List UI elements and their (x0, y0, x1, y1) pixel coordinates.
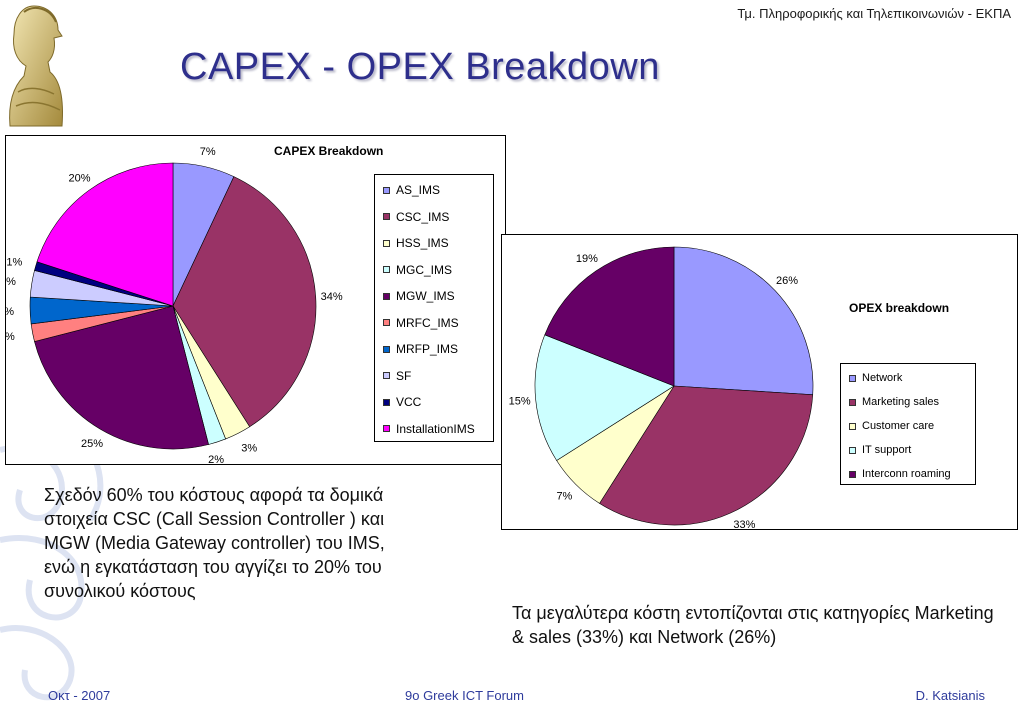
legend-label: Marketing sales (862, 396, 940, 408)
opex-pie: 26% 33% 7% 15% 19% (509, 246, 814, 531)
legend-swatch (849, 374, 856, 382)
opex-legend: Network Marketing sales Customer care IT su… (840, 363, 976, 485)
legend-swatch (383, 266, 390, 273)
legend-label: InstallationIMS (396, 421, 475, 436)
legend-item: VCC (383, 395, 421, 409)
legend-item: CSC_IMS (383, 210, 449, 224)
legend-item: MGC_IMS (383, 263, 452, 277)
legend-label: HSS_IMS (396, 236, 449, 250)
legend-swatch (383, 398, 390, 406)
legend-item: AS_IMS (383, 183, 440, 197)
legend-swatch (383, 425, 390, 432)
slice-label: 7% (556, 491, 572, 503)
slice-label: 2% (6, 331, 15, 343)
legend-label: Network (862, 372, 903, 384)
legend-label: IT support (862, 444, 912, 456)
legend-label: MGC_IMS (396, 262, 453, 277)
legend-label: VCC (396, 395, 422, 409)
slice-csc-ims (172, 176, 317, 428)
slice-label: 1% (6, 257, 22, 269)
legend-swatch (383, 239, 390, 247)
capex-legend: AS_IMS CSC_IMS HSS_IMS MGC_IMS MGW_IMS MRFC_I… (374, 174, 494, 442)
legend-item: MRFC_IMS (383, 316, 459, 330)
opex-chart: 26% 33% 7% 15% 19% OPEX breakdown Network Mar… (501, 234, 1018, 531)
slice-label: 26% (776, 275, 798, 287)
slice-it-support (534, 334, 675, 461)
legend-swatch (383, 345, 390, 353)
legend-label: SF (396, 368, 412, 383)
footer-author: D. Katsianis (915, 688, 985, 703)
slice-interconn-roaming (544, 246, 675, 387)
capex-commentary: Σχεδόν 60% του κόστους αφορά τα δομικά σ… (44, 485, 385, 601)
legend-item: MRFP_IMS (383, 342, 458, 356)
legend-swatch (849, 422, 856, 430)
legend-item: InstallationIMS (383, 422, 475, 436)
slice-label: 7% (200, 146, 216, 158)
slice-marketing-sales (599, 385, 814, 526)
legend-item: Interconn roaming (849, 468, 951, 480)
university-logo (9, 5, 63, 127)
slice-installationims (36, 162, 174, 307)
institution-header: Τμ. Πληροφορικής και Τηλεπικοινωνιών - Ε… (737, 6, 1011, 21)
legend-item: Customer care (849, 420, 934, 432)
slice-network (673, 246, 814, 396)
legend-item: IT support (849, 444, 911, 456)
legend-swatch (849, 446, 856, 454)
slice-mgw-ims (34, 305, 209, 450)
footer-date: Οκτ - 2007 (48, 688, 111, 703)
legend-swatch (849, 398, 856, 406)
legend-label: MGW_IMS (396, 289, 455, 303)
slice-label: 25% (81, 438, 103, 450)
legend-item: SF (383, 369, 411, 383)
legend-swatch (383, 292, 390, 300)
slice-label: 19% (576, 253, 598, 265)
slice-label: 3% (6, 276, 16, 288)
legend-item: Marketing sales (849, 396, 939, 408)
legend-swatch (383, 319, 390, 326)
slice-label: 15% (509, 396, 531, 408)
opex-commentary: Τα μεγαλύτερα κόστη εντοπίζονται στις κα… (512, 603, 994, 647)
capex-chart: 7%34%3%2%25%2%3%3%1%20% CAPEX Breakdown … (5, 135, 506, 466)
legend-label: MRFP_IMS (396, 342, 459, 356)
capex-pie: 7% 34% 3% 2% 25% 2% 3% 3% 1% 20% (6, 146, 343, 466)
slice-label: 2% (208, 454, 224, 466)
legend-item: Network (849, 372, 902, 384)
legend-item: MGW_IMS (383, 289, 455, 303)
slice-label: 3% (241, 443, 257, 455)
slice-label: 33% (733, 519, 755, 531)
legend-label: Customer care (862, 420, 935, 432)
legend-item: HSS_IMS (383, 236, 449, 250)
legend-label: AS_IMS (396, 183, 441, 197)
footer-event: 9ο Greek ICT Forum (405, 688, 524, 703)
legend-swatch (383, 186, 390, 194)
legend-label: Interconn roaming (862, 468, 951, 480)
slice-label: 20% (69, 172, 91, 184)
legend-swatch (849, 470, 856, 478)
legend-swatch (383, 213, 390, 220)
legend-label: CSC_IMS (396, 209, 450, 224)
capex-chart-title: CAPEX Breakdown (274, 144, 384, 158)
slide-title: CAPEX - OPEX Breakdown (180, 46, 660, 88)
slice-label: 34% (321, 291, 343, 303)
slice-label: 3% (6, 306, 14, 318)
legend-swatch (383, 372, 390, 379)
legend-label: MRFC_IMS (396, 315, 459, 330)
opex-chart-title: OPEX breakdown (849, 301, 950, 315)
